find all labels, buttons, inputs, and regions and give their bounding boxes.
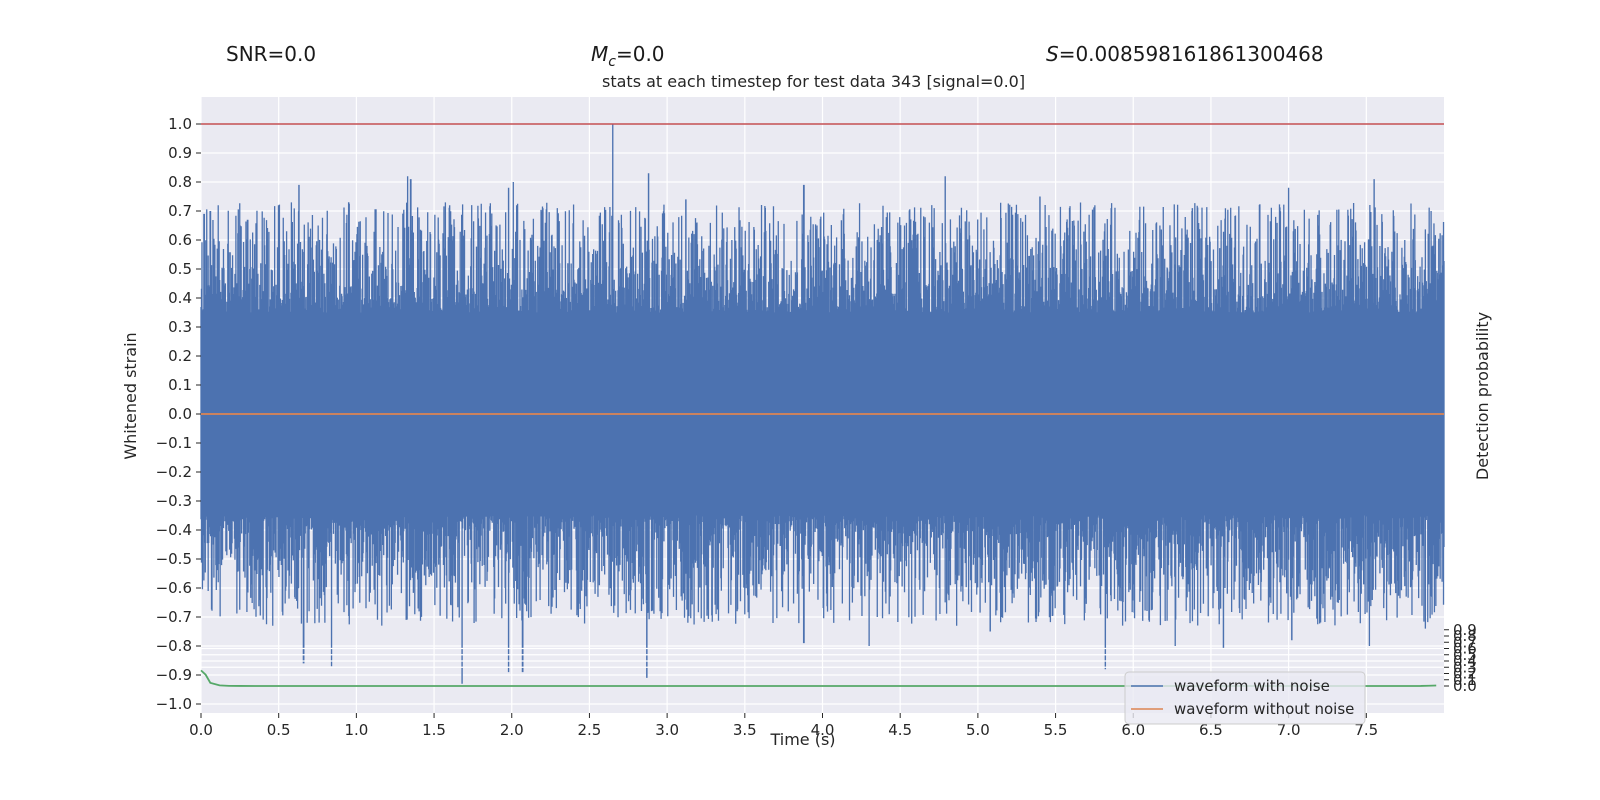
y-tick-label: −0.1 — [156, 434, 192, 452]
score-symbol: S — [1046, 42, 1059, 66]
y-tick-label: 0.3 — [168, 318, 192, 336]
y-tick-label: 0.0 — [168, 405, 192, 423]
x-tick-label: 6.5 — [1199, 721, 1223, 739]
x-tick-label: 5.0 — [966, 721, 990, 739]
y-tick-label: 0.2 — [168, 347, 192, 365]
plot-title: stats at each timestep for test data 343… — [602, 72, 1026, 91]
x-tick-label: 3.5 — [733, 721, 757, 739]
right-axis-label: Detection probability — [1473, 312, 1492, 480]
right-tick-label: 0.3 — [1453, 658, 1477, 676]
x-tick-label: 2.5 — [578, 721, 602, 739]
legend-label-clean: waveform without noise — [1174, 700, 1354, 718]
y-tick-label: 0.6 — [168, 231, 192, 249]
x-tick-label: 2.0 — [500, 721, 524, 739]
y-tick-label: 0.1 — [168, 376, 192, 394]
x-axis-label: Time (s) — [769, 730, 835, 749]
y-tick-label: 0.7 — [168, 202, 192, 220]
right-tick-label: 0.4 — [1453, 652, 1477, 670]
y-tick-label: −0.3 — [156, 492, 192, 510]
x-tick-label: 5.5 — [1044, 721, 1068, 739]
right-axis-gridlines — [201, 647, 1444, 668]
detection-probability-line — [200, 669, 1437, 687]
y-tick-label: −0.9 — [156, 666, 192, 684]
x-tick-label: 6.0 — [1121, 721, 1145, 739]
y-tick-label: −0.5 — [156, 550, 192, 568]
right-tick-label: 0.8 — [1453, 627, 1477, 645]
snr-label: SNR=0.0 — [226, 42, 316, 66]
right-tick-label: 0.9 — [1453, 621, 1477, 639]
x-axis-ticks: 0.0 0.5 1.0 1.5 2.0 2.5 3.0 3.5 4.0 4.5 5.0 5.5 6.0 6… — [189, 713, 1378, 739]
x-tick-label: 3.0 — [655, 721, 679, 739]
x-tick-label: 4.0 — [811, 721, 835, 739]
legend-label-noise: waveform with noise — [1174, 677, 1330, 695]
y-tick-label: 0.5 — [168, 260, 192, 278]
y-axis-ticks: 1.0 0.9 0.8 0.7 0.6 0.5 0.4 0.3 0.2 0.1 0.0 −0.1 −0.… — [156, 115, 201, 713]
score-label: S=0.008598161861300468 — [1046, 42, 1324, 66]
legend: waveform with noise waveform without noi… — [1124, 671, 1366, 725]
right-tick-label: 0.7 — [1453, 633, 1477, 651]
right-axis-ticks: 0.90.80.70.60.50.40.30.20.10.0 — [1444, 621, 1477, 695]
x-tick-label: 0.5 — [267, 721, 291, 739]
right-tick-label: 0.0 — [1453, 677, 1477, 695]
x-tick-label: 7.5 — [1354, 721, 1378, 739]
right-tick-label: 0.1 — [1453, 671, 1477, 689]
y-tick-label: 0.4 — [168, 289, 192, 307]
x-tick-label: 0.0 — [189, 721, 213, 739]
y-tick-label: −0.7 — [156, 608, 192, 626]
y-tick-label: 1.0 — [168, 115, 192, 133]
series-detection-probability — [200, 669, 1437, 687]
chirp-mass-subscript: c — [608, 54, 616, 70]
legend-frame — [1124, 671, 1366, 725]
x-tick-label: 7.0 — [1277, 721, 1301, 739]
chirp-mass-label: Mc=0.0 — [591, 42, 665, 70]
right-tick-label: 0.6 — [1453, 640, 1477, 658]
right-tick-label: 0.2 — [1453, 665, 1477, 683]
right-tick-label: 0.5 — [1453, 646, 1477, 664]
y-axis-label: Whitened strain — [121, 332, 140, 459]
y-tick-label: 0.9 — [168, 144, 192, 162]
y-tick-label: −0.8 — [156, 637, 192, 655]
y-tick-label: 0.8 — [168, 173, 192, 191]
chirp-mass-value: =0.0 — [615, 42, 665, 66]
x-tick-label: 1.5 — [422, 721, 446, 739]
chirp-mass-symbol: M — [591, 42, 609, 66]
snr-text: SNR=0.0 — [226, 42, 317, 66]
x-tick-label: 4.5 — [888, 721, 912, 739]
score-value: =0.008598161861300468 — [1058, 42, 1324, 66]
x-tick-label: 1.0 — [344, 721, 368, 739]
y-tick-label: −1.0 — [156, 695, 192, 713]
y-tick-label: −0.2 — [156, 463, 192, 481]
y-tick-label: −0.4 — [156, 521, 192, 539]
y-tick-label: −0.6 — [156, 579, 192, 597]
